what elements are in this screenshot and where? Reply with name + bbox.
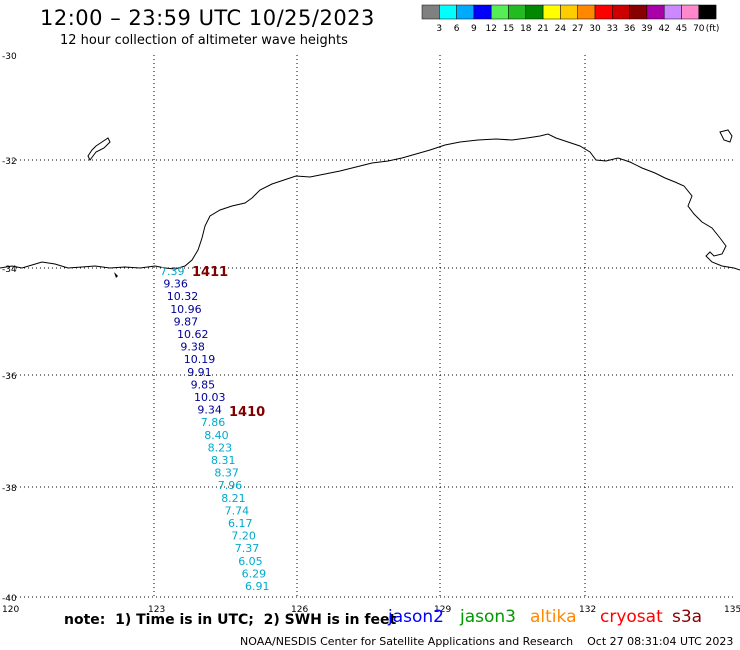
wave-height-value: 10.32 — [167, 290, 199, 303]
wave-height-value: 9.38 — [180, 341, 205, 354]
color-scale-tick: 15 — [503, 24, 514, 34]
longitude-label: 123 — [148, 605, 165, 615]
wave-height-value: 6.17 — [228, 517, 253, 530]
wave-height-value: 6.29 — [242, 567, 267, 580]
satellite-legend-item: cryosat — [600, 607, 663, 627]
wave-height-value: 9.36 — [163, 278, 188, 291]
color-swatch — [698, 4, 717, 20]
latitude-label: -30 — [2, 52, 17, 62]
wave-height-value: 9.91 — [187, 366, 212, 379]
wave-height-value: 10.62 — [177, 328, 209, 341]
footer-note: note: 1) Time is in UTC; 2) SWH is in fe… — [64, 612, 397, 628]
color-scale-tick: 39 — [641, 24, 653, 34]
satellite-legend-item: jason3 — [460, 607, 516, 627]
latitude-label: -34 — [2, 265, 17, 275]
wave-height-value: 10.96 — [170, 303, 202, 316]
wave-height-value: 7.74 — [225, 504, 250, 517]
color-scale-tick: 9 — [471, 24, 477, 34]
pass-labels: 1411 1410 — [192, 265, 265, 420]
wave-height-value: 8.21 — [221, 492, 246, 505]
wave-height-value: 7.20 — [231, 530, 256, 543]
color-scale-tick: 6 — [454, 24, 460, 34]
wave-height-value: 10.19 — [184, 353, 216, 366]
color-scale-tick: 12 — [485, 24, 496, 34]
graticule — [8, 55, 735, 598]
wave-height-value: 7.39 — [160, 265, 185, 278]
color-scale-tick: 45 — [676, 24, 687, 34]
satellite-legend-item: s3a — [672, 607, 703, 627]
satellite-legend-item: jason2 — [388, 607, 444, 627]
longitude-label: 132 — [579, 605, 596, 615]
island-west — [87, 137, 111, 161]
color-scale-tick: 33 — [607, 24, 618, 34]
color-scale-tick: 24 — [555, 24, 567, 34]
longitude-label: 126 — [291, 605, 308, 615]
wave-height-value: 9.85 — [191, 378, 216, 391]
wave-height-value: 9.87 — [174, 315, 199, 328]
color-scale-tick: 27 — [572, 24, 583, 34]
latitude-labels: -30 -32 -34 -36 -38 -40 — [2, 52, 17, 604]
wave-height-value: 7.96 — [218, 479, 243, 492]
longitude-label: 120 — [2, 605, 19, 615]
footer-credit: NOAA/NESDIS Center for Satellite Applica… — [240, 635, 734, 648]
latitude-label: -36 — [2, 372, 17, 382]
satellite-legend-item: altika — [530, 607, 577, 627]
color-scale-tick: 3 — [436, 24, 442, 34]
color-scale-tick: 21 — [537, 24, 548, 34]
color-scale-tick: 36 — [624, 24, 636, 34]
latitude-label: -40 — [2, 594, 17, 604]
color-scale-legend: 3 6 9 12 15 18 21 24 27 30 33 36 39 42 45 70 (ft) — [421, 4, 720, 34]
pass-number: 1411 — [192, 265, 228, 280]
wave-height-value: 8.23 — [208, 441, 233, 454]
wave-height-value: 7.37 — [235, 542, 259, 555]
color-scale-tick: 70 — [693, 24, 705, 34]
wave-height-labels: 7.399.3610.3210.969.8710.629.3810.199.91… — [160, 265, 270, 593]
wave-height-value: 6.91 — [245, 580, 270, 593]
color-scale-tick: 30 — [589, 24, 601, 34]
wave-height-value: 8.37 — [214, 467, 239, 480]
map-title: 12:00 – 23:59 UTC 10/25/2023 — [40, 6, 375, 30]
wave-height-value: 10.03 — [194, 391, 226, 404]
wave-height-value: 7.86 — [201, 416, 226, 429]
latitude-label: -32 — [2, 157, 17, 167]
longitude-labels: 120 123 126 129 132 135 — [2, 605, 740, 615]
wave-height-value: 9.34 — [197, 404, 222, 417]
wave-height-value: 6.05 — [238, 555, 263, 568]
longitude-label: 135 — [724, 605, 740, 615]
island-point — [114, 272, 118, 278]
latitude-label: -38 — [2, 484, 17, 494]
island-east — [719, 129, 733, 143]
color-scale-tick: 42 — [658, 24, 669, 34]
wave-height-value: 8.40 — [204, 429, 229, 442]
pass-number: 1410 — [229, 405, 265, 420]
coastline — [0, 133, 740, 271]
map-subtitle: 12 hour collection of altimeter wave hei… — [60, 33, 348, 48]
longitude-label: 129 — [434, 605, 451, 615]
color-scale-unit: (ft) — [706, 24, 720, 34]
color-scale-tick: 18 — [520, 24, 532, 34]
wave-height-value: 8.31 — [211, 454, 236, 467]
